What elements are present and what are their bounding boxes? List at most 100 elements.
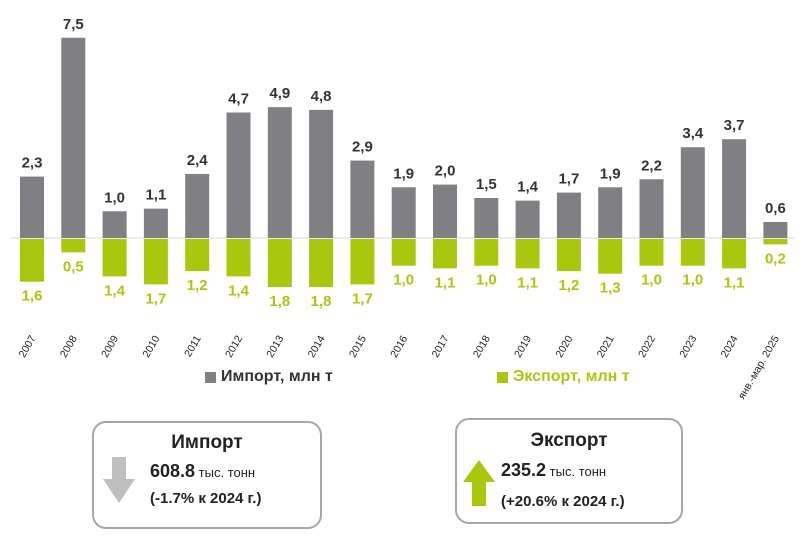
export-data-label: 1,2 xyxy=(187,277,208,294)
x-tick-label: 2019 xyxy=(512,333,534,359)
export-bar xyxy=(350,239,375,285)
x-tick-label: 2021 xyxy=(595,333,617,359)
arrow-up-icon xyxy=(463,460,495,506)
x-tick-label: 2016 xyxy=(388,333,410,359)
export-data-label: 1,0 xyxy=(476,272,497,289)
export-card-change: (+20.6% к 2024 г.) xyxy=(501,493,625,510)
x-tick-label: 2023 xyxy=(677,333,699,359)
export-data-label: 1,4 xyxy=(104,282,126,299)
export-bar xyxy=(515,239,540,269)
x-tick-label: 2011 xyxy=(182,333,204,359)
export-bar xyxy=(267,239,292,288)
export-data-label: 1,4 xyxy=(228,282,250,299)
export-bar xyxy=(433,239,457,269)
export-data-label: 1,7 xyxy=(145,290,166,307)
export-data-label: 1,1 xyxy=(517,274,538,291)
import-data-label: 2,0 xyxy=(435,163,456,180)
export-data-label: 0,2 xyxy=(765,250,786,267)
export-unit: тыс. тонн xyxy=(549,464,607,479)
export-data-label: 1,7 xyxy=(352,290,373,307)
import-card-value: 608.8 тыс. тонн xyxy=(150,461,255,482)
import-bar xyxy=(20,176,44,238)
export-bar xyxy=(639,239,664,266)
import-bar xyxy=(226,112,251,238)
import-bar xyxy=(722,139,747,238)
export-bar xyxy=(61,239,86,253)
export-bar xyxy=(598,239,623,274)
export-data-label: 1,0 xyxy=(393,272,414,289)
import-bar xyxy=(350,160,375,238)
export-data-label: 1,6 xyxy=(22,288,43,305)
import-bar xyxy=(515,200,540,238)
x-tick-label: 2014 xyxy=(306,333,328,359)
export-data-label: 1,1 xyxy=(724,274,745,291)
export-bar xyxy=(763,239,788,245)
export-bar xyxy=(226,239,251,277)
export-bar xyxy=(722,239,747,269)
export-data-label: 1,8 xyxy=(311,293,332,310)
export-data-label: 1,8 xyxy=(269,293,290,310)
import-data-label: 1,9 xyxy=(393,165,414,182)
import-data-label: 4,8 xyxy=(311,88,332,105)
import-data-label: 1,9 xyxy=(600,165,621,182)
import-data-label: 2,2 xyxy=(641,157,662,174)
export-bar xyxy=(20,239,44,282)
legend-swatch-export xyxy=(497,371,508,383)
x-tick-label: 2008 xyxy=(58,333,80,359)
export-data-label: 0,5 xyxy=(63,258,84,275)
legend-import: Импорт, млн т xyxy=(205,368,333,386)
import-card-change: (-1.7% к 2024 г.) xyxy=(150,490,262,507)
export-bar xyxy=(309,239,334,288)
x-tick-label: 2013 xyxy=(264,333,286,359)
import-summary-card: Импорт 608.8 тыс. тонн (-1.7% к 2024 г.) xyxy=(92,421,322,529)
import-data-label: 3,7 xyxy=(724,117,745,134)
import-data-label: 0,6 xyxy=(765,200,786,217)
import-data-label: 4,9 xyxy=(269,85,290,102)
import-data-label: 7,5 xyxy=(63,16,84,33)
export-data-label: 1,1 xyxy=(435,274,456,291)
import-bar xyxy=(391,187,416,238)
export-bar xyxy=(143,239,168,285)
export-bar xyxy=(185,239,210,272)
export-data-label: 1,0 xyxy=(641,272,662,289)
x-tick-label: янв.-мар. 2025 xyxy=(736,333,782,400)
import-value: 608.8 xyxy=(150,461,196,481)
legend-label-import: Импорт, млн т xyxy=(221,368,333,385)
x-tick-label: 2009 xyxy=(99,333,121,359)
export-bar xyxy=(391,239,416,266)
x-tick-label: 2007 xyxy=(17,333,39,359)
import-bar xyxy=(61,37,86,238)
import-bar xyxy=(763,221,788,238)
import-bar xyxy=(267,107,292,238)
import-data-label: 2,3 xyxy=(22,155,43,172)
import-card-title: Импорт xyxy=(171,432,243,453)
bar-chart: 2,3 1,6 2007 7,5 0,5 2008 1,0 1,4 2009 1,1 1,7 2010… xyxy=(10,16,795,400)
import-data-label: 1,1 xyxy=(145,187,166,204)
import-data-label: 1,0 xyxy=(104,189,125,206)
import-bar xyxy=(639,179,664,238)
import-data-label: 1,7 xyxy=(558,171,579,188)
export-bar xyxy=(102,239,127,277)
import-data-label: 1,5 xyxy=(476,176,497,193)
import-bar xyxy=(143,208,168,238)
export-data-label: 1,3 xyxy=(600,280,621,297)
import-bar xyxy=(185,173,210,238)
import-data-label: 4,7 xyxy=(228,91,249,108)
legend-swatch-import xyxy=(205,371,216,383)
arrow-down-icon xyxy=(103,457,135,503)
import-bar xyxy=(680,147,705,238)
x-tick-label: 2022 xyxy=(636,333,658,359)
import-data-label: 2,4 xyxy=(187,152,209,169)
x-tick-label: 2018 xyxy=(471,333,493,359)
import-data-label: 2,9 xyxy=(352,139,373,156)
export-bar xyxy=(474,239,499,266)
export-bar xyxy=(556,239,581,272)
export-card-title: Экспорт xyxy=(530,430,608,451)
export-data-label: 1,2 xyxy=(558,277,579,294)
x-tick-label: 2012 xyxy=(223,333,245,359)
x-tick-label: 2010 xyxy=(140,333,162,359)
x-tick-label: 2015 xyxy=(347,333,369,359)
import-bar xyxy=(556,192,581,238)
export-value: 235.2 xyxy=(501,460,547,480)
export-card-value: 235.2 тыс. тонн xyxy=(501,460,606,481)
